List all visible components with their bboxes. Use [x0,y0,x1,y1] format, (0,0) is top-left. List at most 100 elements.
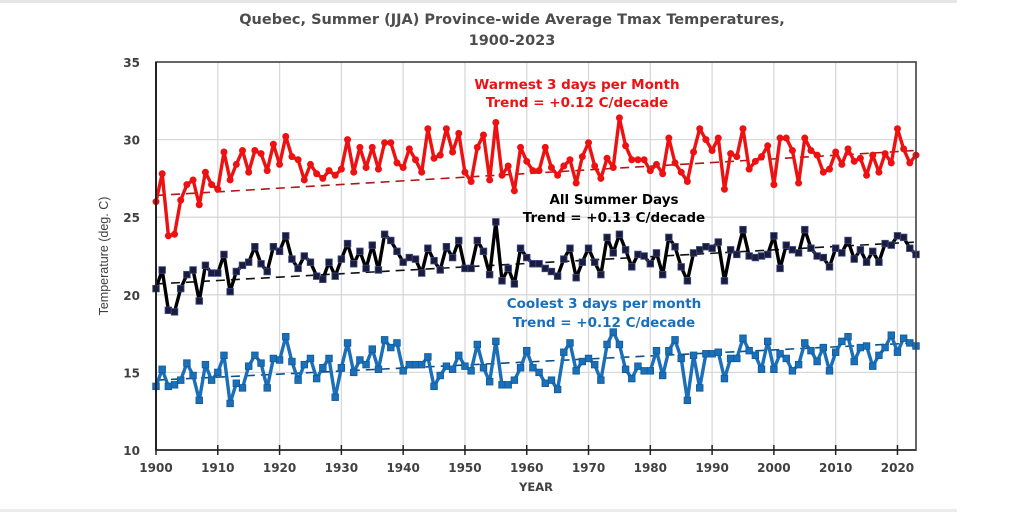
coolest-data-point [374,365,383,373]
coolest-data-point [393,339,401,347]
all-days-data-point [696,246,704,254]
coolest-data-point [621,365,630,373]
coolest-data-point [739,334,747,342]
warmest-data-point [541,143,549,151]
all-days-annotation-line-1: All Summer Days [549,192,678,208]
coolest-data-point [751,351,760,360]
coolest-data-point [226,399,234,408]
all-days-data-point [788,246,797,254]
all-days-data-point [411,255,420,263]
all-days-data-point [529,260,537,268]
coolest-data-point [683,396,692,405]
coolest-data-point [869,362,877,370]
warmest-data-point [467,178,475,186]
all-days-data-point [584,244,593,252]
coolest-data-point [257,359,265,367]
coolest-data-point [757,365,766,373]
all-days-data-point [572,274,580,282]
warmest-data-point [523,157,531,165]
warmest-data-point [232,160,240,168]
warmest-data-point [449,148,457,156]
all-days-data-point [764,250,772,259]
all-days-data-point [183,270,191,279]
coolest-data-point [844,333,852,341]
coolest-data-point [850,357,858,366]
warmest-data-point [776,134,784,142]
coolest-data-point [745,346,753,355]
coolest-data-point [856,343,865,352]
all-days-data-point [325,258,333,266]
x-tick-label: 1960 [510,461,543,475]
coolest-data-point [516,364,525,372]
coolest-data-point [733,354,741,363]
warmest-data-point [628,156,636,164]
all-days-data-point [770,232,778,240]
coolest-data-point [485,378,494,386]
warmest-data-point [257,150,265,158]
coolest-data-point [288,357,296,366]
warmest-data-point [708,146,716,154]
all-days-data-point [485,270,494,279]
all-days-data-point [436,266,444,274]
x-tick-label: 1910 [201,461,234,475]
warmest-data-point [399,164,407,172]
warmest-data-point [177,196,185,204]
all-days-data-point [350,260,358,268]
coolest-data-point [356,356,364,364]
coolest-data-point [689,351,698,360]
warmest-trend-line [155,149,917,197]
coolest-data-point [207,376,216,384]
all-days-data-point [807,244,815,252]
coolest-data-point [819,343,828,352]
all-days-data-point [442,242,451,251]
all-days-data-point [628,263,636,271]
warmest-data-point [442,125,450,133]
all-days-data-point [782,241,790,249]
warmest-data-point [727,150,735,158]
all-days-data-point [838,249,846,257]
all-days-data-point [362,264,370,273]
all-days-data-point [368,241,376,249]
warmest-data-point [405,145,413,153]
warmest-data-point [659,170,667,178]
warmest-data-point [368,143,376,151]
warmest-data-point [325,167,333,175]
all-days-data-point [702,242,710,251]
all-days-data-point [906,244,914,252]
warmest-data-point [220,148,228,156]
all-days-data-point [300,252,308,260]
x-tick-label: 1990 [695,461,728,475]
all-days-data-point [177,284,185,293]
all-days-data-point [541,264,549,273]
coolest-data-point [442,362,451,370]
all-days-data-point [689,249,698,257]
coolest-data-point [232,379,241,387]
warmest-data-point [739,125,747,133]
all-days-data-point [671,242,679,251]
coolest-data-point [770,365,778,373]
warmest-data-point [566,156,574,164]
all-days-data-point [597,270,605,279]
warmest-data-point [714,134,722,142]
coolest-data-point [436,371,444,380]
all-days-data-point [430,256,438,265]
all-days-data-point [825,263,834,271]
all-days-data-point [282,232,290,240]
coolest-data-point [881,343,889,352]
coolest-data-point [572,367,580,375]
coolest-data-point [282,333,290,341]
coolest-data-point [677,354,685,363]
coolest-data-point [702,350,710,358]
warmest-data-point [665,134,673,142]
all-days-data-point [875,258,883,266]
all-days-data-point [726,246,735,254]
warmest-data-point [832,148,840,156]
coolest-data-point [387,343,395,352]
y-tick-label: 10 [123,444,140,458]
coolest-data-point [350,368,358,377]
all-days-data-point [158,266,166,274]
warmest-data-point [164,232,172,240]
warmest-data-point [455,129,463,137]
all-days-data-point [263,267,271,276]
warmest-data-point [547,164,555,172]
